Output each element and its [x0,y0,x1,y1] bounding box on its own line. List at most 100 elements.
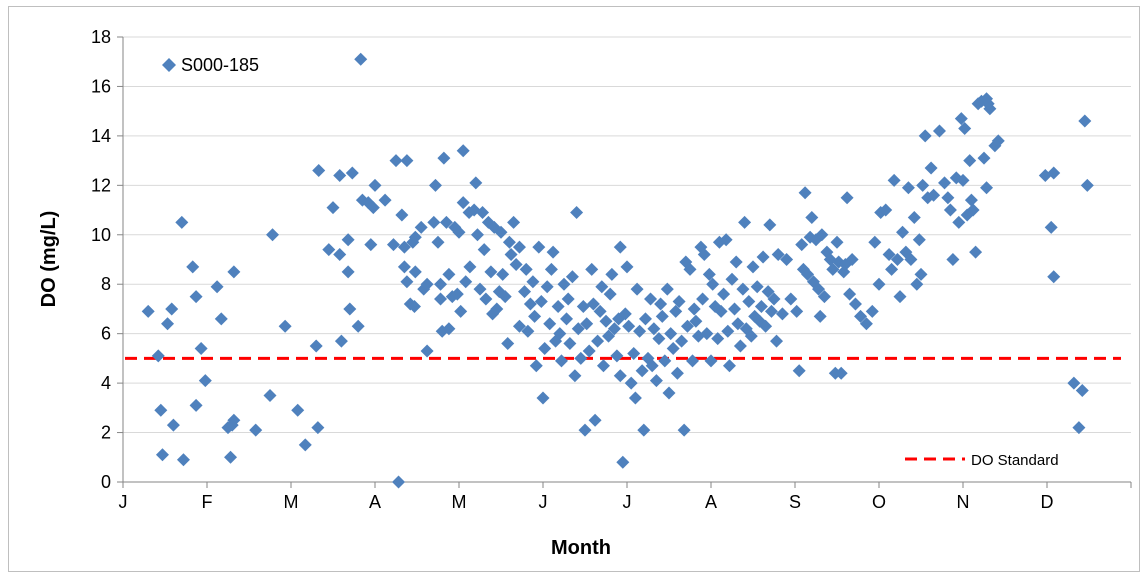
data-point [571,322,585,336]
data-point [526,275,540,289]
legend-diamond-marker [162,58,176,72]
y-tick-label: 12 [91,175,111,195]
data-point [763,218,777,232]
y-tick-label: 18 [91,27,111,47]
data-point [151,349,165,363]
data-point [397,260,411,274]
data-point [887,173,901,187]
data-point [333,248,347,262]
data-point [473,282,487,296]
data-point [764,304,778,318]
data-point [733,339,747,353]
data-point [664,327,678,341]
data-point [845,253,859,266]
data-point [596,359,610,373]
data-point [518,285,532,299]
data-point [459,275,473,289]
data-point [725,272,739,286]
data-point [574,351,588,365]
x-tick-label: M [284,492,299,512]
data-point [502,235,516,249]
data-point [439,215,453,229]
data-point [532,240,546,254]
data-point [546,245,560,259]
data-point [784,292,798,306]
data-point [912,233,926,247]
data-point [696,292,710,306]
data-point [711,332,725,346]
data-point [414,220,428,234]
data-point [400,154,414,168]
data-point [916,178,930,192]
data-point [704,354,718,368]
data-point [848,297,862,311]
data-point [434,292,448,306]
data-point [343,302,357,316]
data-point [322,243,336,257]
data-point [792,364,806,378]
data-point [470,228,484,242]
data-point [512,319,526,333]
y-tick-label: 16 [91,76,111,96]
data-point [660,282,674,296]
data-point [333,168,347,182]
data-points [141,52,1094,489]
data-point [815,228,829,242]
data-point [1067,376,1081,390]
data-point [570,206,584,220]
data-point [904,253,918,266]
data-point [389,154,403,168]
data-point [227,265,241,279]
data-point [686,354,700,368]
data-point [771,248,785,262]
data-point [728,302,742,316]
data-point [408,230,422,244]
data-point [1080,178,1094,192]
data-point [141,304,155,318]
data-point [1047,270,1061,284]
y-tick-label: 6 [101,324,111,344]
data-point [731,317,745,331]
data-point [742,295,756,309]
data-point [759,319,773,333]
data-point [420,344,434,358]
data-point [366,201,380,215]
legend-series-label: S000-185 [181,55,259,75]
x-tick-label: F [202,492,213,512]
data-point [585,262,599,276]
data-point [225,418,239,432]
data-point [198,374,212,388]
data-point [780,253,794,266]
data-point [795,238,809,252]
data-point [756,250,770,264]
data-point [442,267,456,281]
data-point [683,262,697,276]
data-point [354,52,368,66]
data-point [721,324,735,338]
data-point [1047,166,1061,180]
data-point [927,188,941,202]
data-point [165,302,179,316]
data-point [954,112,968,126]
data-point [540,280,554,294]
data-point [658,354,672,368]
data-point [977,151,991,165]
data-point [680,319,694,333]
data-point [645,359,659,373]
data-point [291,403,305,417]
data-point [980,181,994,195]
data-point [761,285,775,299]
data-point [729,255,743,269]
data-point [654,297,668,311]
data-point [605,267,619,281]
data-point [189,290,203,304]
data-point [620,260,634,274]
data-point [586,297,600,311]
data-point [602,329,616,343]
data-point [351,319,365,333]
data-point [738,215,752,229]
x-tick-label: D [1041,492,1054,512]
data-point [826,262,840,276]
data-point [278,319,292,333]
data-point [798,186,812,200]
